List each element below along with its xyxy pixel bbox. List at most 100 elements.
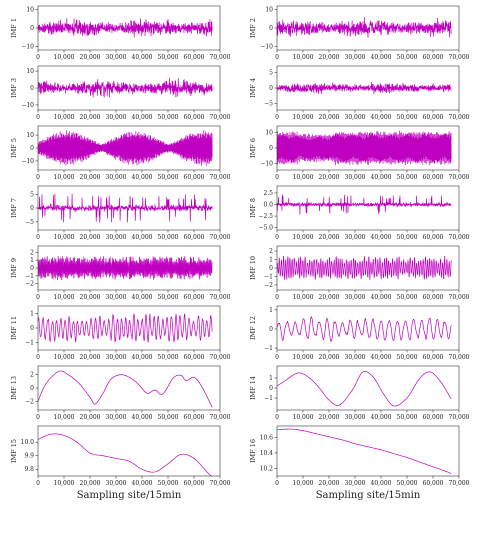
plot-frame [276, 185, 460, 231]
imf-panel-10: 0 10,000 20,000 30,000 40,000 50,000 60,000 70,… [249, 245, 470, 301]
x-tick-label: 0 [36, 234, 40, 241]
x-tick-label: 30,000 [106, 234, 127, 241]
x-tick-label: 30,000 [106, 354, 127, 361]
x-tick-label: 10,000 [54, 294, 75, 301]
y-tick-label: 9.8 [24, 466, 34, 473]
y-tick-label: 0 [269, 145, 273, 152]
y-tick-label: 0 [30, 265, 34, 272]
x-axis-label: Sampling site/15min [316, 490, 421, 501]
y-tick-label: 0 [269, 385, 273, 392]
y-tick-label: 10.2 [260, 465, 274, 472]
y-tick-label: 1 [269, 257, 273, 264]
x-axis-label: Sampling site/15min [77, 490, 182, 501]
x-tick-label: 10,000 [293, 174, 314, 181]
y-tick-label: −5 [264, 101, 273, 108]
y-tick-label: 2 [30, 249, 34, 256]
x-tick-label: 20,000 [319, 354, 340, 361]
x-tick-label: 30,000 [106, 54, 127, 61]
x-tick-label: 0 [36, 174, 40, 181]
x-tick-label: 0 [275, 480, 279, 487]
imf-panel-11: 0 10,000 20,000 30,000 40,000 50,000 60,000 70,… [10, 305, 231, 361]
imf-panel-14: 0 10,000 20,000 30,000 40,000 50,000 60,000 70,… [249, 365, 470, 421]
y-tick-label: 1 [269, 375, 273, 382]
y-axis-label: IMF 16 [249, 439, 257, 463]
x-tick-label: 20,000 [319, 414, 340, 421]
x-tick-label: 30,000 [106, 114, 127, 121]
y-tick-label: −1 [25, 340, 34, 347]
plot-frame [276, 425, 460, 477]
x-tick-label: 20,000 [319, 294, 340, 301]
x-tick-label: 40,000 [132, 174, 153, 181]
y-tick-label: 0.0 [263, 202, 273, 209]
x-tick-label: 20,000 [80, 54, 101, 61]
x-tick-label: 10,000 [293, 414, 314, 421]
plot-frame [37, 425, 221, 477]
x-tick-label: 60,000 [184, 480, 205, 487]
imf-series-line [276, 82, 452, 95]
x-tick-label: 50,000 [397, 234, 418, 241]
x-tick-label: 50,000 [158, 354, 179, 361]
y-tick-label: −5 [25, 219, 34, 226]
x-tick-label: 20,000 [80, 480, 101, 487]
x-tick-label: 40,000 [371, 114, 392, 121]
x-tick-label: 40,000 [371, 234, 392, 241]
imf-series-line [37, 256, 213, 281]
x-tick-label: 0 [36, 414, 40, 421]
imf-panel-4: 0 10,000 20,000 30,000 40,000 50,000 60,000 70,… [249, 65, 470, 121]
y-axis-label: IMF 3 [10, 78, 18, 98]
imf-panel-3: 0 10,000 20,000 30,000 40,000 50,000 60,000 70,… [10, 65, 231, 121]
x-tick-label: 50,000 [397, 54, 418, 61]
x-tick-label: 30,000 [345, 174, 366, 181]
x-tick-label: 70,000 [449, 114, 470, 121]
x-tick-label: 50,000 [158, 54, 179, 61]
x-tick-label: 20,000 [80, 414, 101, 421]
x-tick-label: 30,000 [106, 480, 127, 487]
x-tick-label: 70,000 [210, 294, 231, 301]
x-tick-label: 50,000 [397, 174, 418, 181]
y-axis-label: IMF 6 [249, 138, 257, 158]
x-tick-label: 40,000 [132, 114, 153, 121]
x-tick-label: 50,000 [158, 294, 179, 301]
y-axis-label: IMF 12 [249, 316, 257, 340]
x-tick-label: 70,000 [449, 294, 470, 301]
x-tick-label: 10,000 [54, 234, 75, 241]
y-tick-label: 1 [30, 257, 34, 264]
y-axis-label: IMF 8 [249, 198, 257, 218]
plot-frame [276, 305, 460, 351]
x-tick-label: 30,000 [345, 54, 366, 61]
y-axis-label: IMF 14 [249, 376, 257, 400]
y-axis-label: IMF 9 [10, 258, 18, 278]
x-tick-label: 60,000 [184, 234, 205, 241]
y-tick-label: 0 [30, 25, 34, 32]
x-tick-label: 40,000 [132, 354, 153, 361]
x-tick-label: 70,000 [449, 54, 470, 61]
x-tick-label: 20,000 [319, 114, 340, 121]
x-tick-label: 70,000 [210, 234, 231, 241]
y-axis-label: IMF 15 [10, 439, 18, 463]
imf-panel-6: 0 10,000 20,000 30,000 40,000 50,000 60,000 70,… [249, 125, 470, 181]
x-tick-label: 50,000 [397, 114, 418, 121]
x-tick-label: 50,000 [158, 234, 179, 241]
x-tick-label: 0 [36, 54, 40, 61]
imf-series-line [37, 77, 213, 98]
x-tick-label: 40,000 [371, 354, 392, 361]
x-tick-label: 20,000 [319, 54, 340, 61]
x-tick-label: 0 [275, 174, 279, 181]
y-axis-label: IMF 4 [249, 78, 257, 98]
x-tick-label: 50,000 [397, 354, 418, 361]
x-tick-label: 70,000 [449, 414, 470, 421]
imf-panel-15: 0 10,000 20,000 30,000 40,000 50,000 60,000 70,… [10, 425, 231, 501]
x-tick-label: 60,000 [423, 114, 444, 121]
y-axis-label: IMF 2 [249, 18, 257, 38]
x-tick-label: 60,000 [423, 174, 444, 181]
imf-panel-9: 0 10,000 20,000 30,000 40,000 50,000 60,000 70,… [10, 245, 231, 301]
y-tick-label: 10 [265, 7, 273, 14]
y-tick-label: −2 [25, 281, 34, 288]
x-tick-label: 30,000 [345, 234, 366, 241]
x-tick-label: 60,000 [423, 54, 444, 61]
x-tick-label: 0 [275, 114, 279, 121]
y-axis-label: IMF 1 [10, 18, 18, 38]
x-tick-label: 60,000 [184, 114, 205, 121]
y-tick-label: −10 [260, 161, 273, 168]
